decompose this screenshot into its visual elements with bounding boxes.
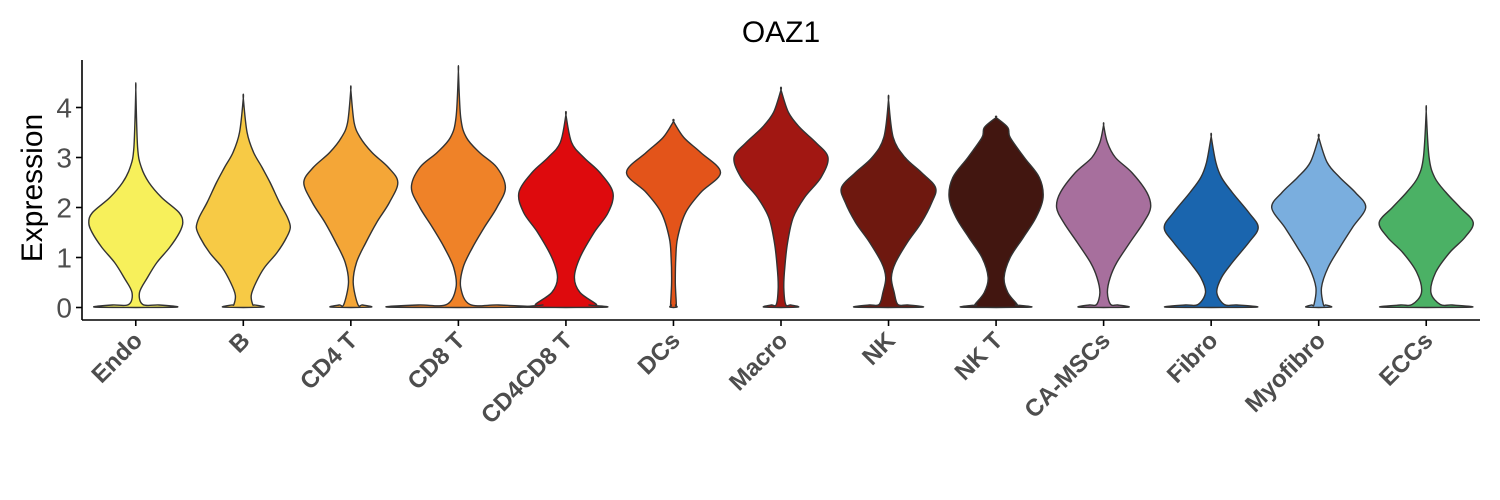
chart-title: OAZ1	[742, 16, 820, 49]
violin-dcs	[625, 118, 722, 309]
x-tick-label: CD4 T	[295, 327, 363, 395]
violin-group	[88, 65, 1474, 309]
violin-fibro	[1163, 132, 1259, 309]
violin-cd4cd8-t	[517, 110, 614, 309]
x-tick-label: CD4CD8 T	[476, 327, 578, 429]
x-tick-label: Endo	[86, 327, 148, 389]
x-tick-label: Macro	[724, 327, 793, 396]
x-tick-label: Fibro	[1162, 327, 1224, 389]
violin-nk	[840, 94, 937, 309]
x-tick-label: NK T	[950, 327, 1009, 386]
violin-eccs	[1378, 105, 1474, 309]
violin-b	[195, 93, 292, 309]
y-tick-label: 1	[56, 243, 72, 274]
y-tick-label: 2	[56, 193, 72, 224]
y-axis-ticks: 0 1 2 3 4	[56, 93, 82, 324]
x-tick-label: ECCs	[1374, 327, 1438, 391]
y-tick-label: 4	[56, 93, 72, 124]
violin-myofibro	[1270, 133, 1367, 309]
x-tick-label: DCs	[633, 327, 686, 380]
violin-endo	[88, 82, 184, 309]
x-tick-label: B	[224, 327, 255, 358]
violin-cd4-t	[303, 85, 399, 309]
x-axis-ticks: Endo B CD4 T CD8 T CD4CD8 T DCs Macro NK NK T CA-…	[86, 320, 1438, 429]
x-tick-label: CA-MSCs	[1019, 327, 1115, 423]
y-tick-label: 3	[56, 143, 72, 174]
violin-nk-t	[948, 115, 1044, 309]
y-axis-label: Expression	[16, 114, 49, 262]
violin-ca-mscs	[1055, 122, 1152, 309]
x-tick-label: Myofibro	[1240, 327, 1331, 418]
x-tick-label: NK	[857, 327, 901, 371]
violin-macro	[733, 86, 829, 309]
violin-cd8-t	[385, 65, 532, 309]
x-tick-label: CD8 T	[403, 327, 471, 395]
y-tick-label: 0	[56, 293, 72, 324]
